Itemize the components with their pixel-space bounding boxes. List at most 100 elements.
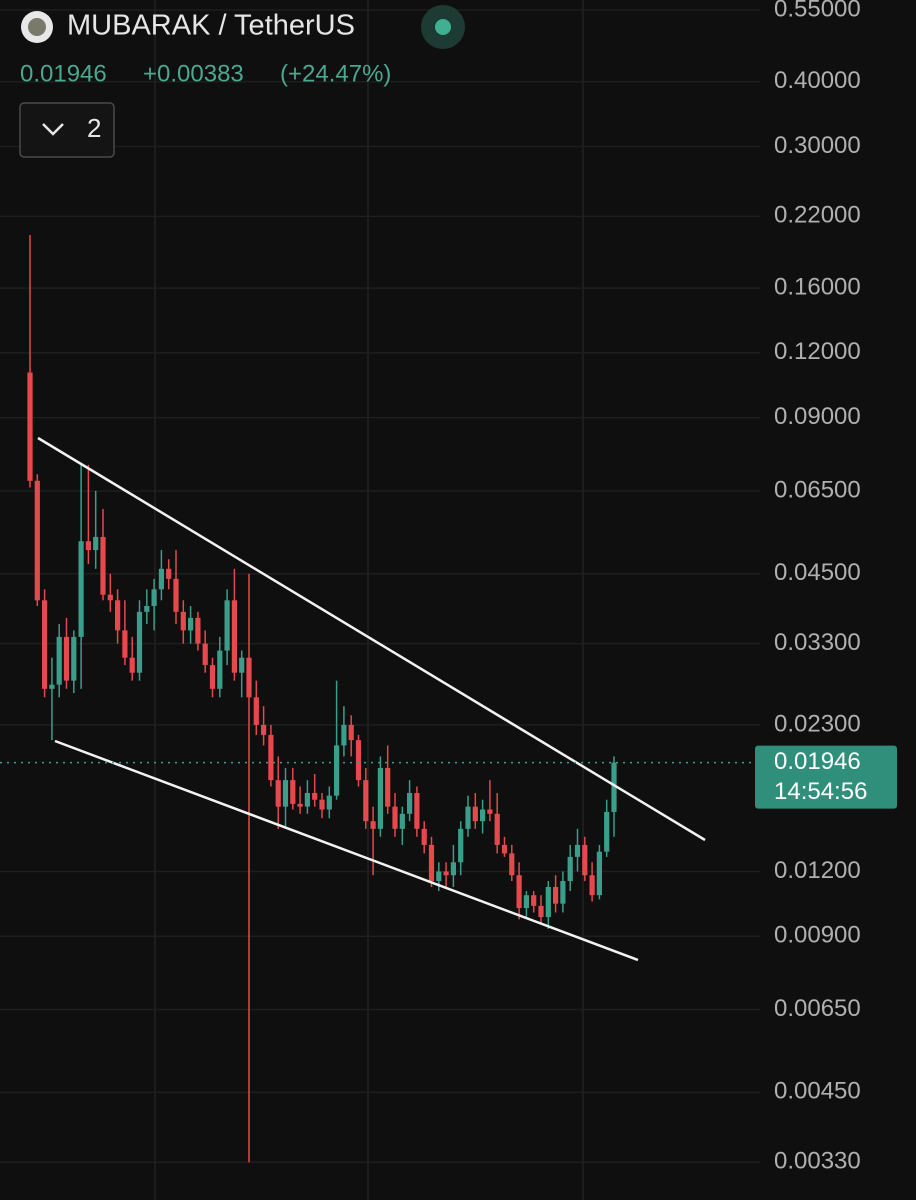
candle-body (516, 875, 522, 909)
candle-body (531, 895, 537, 906)
candle-body (56, 636, 62, 685)
candle-body (553, 886, 559, 904)
candle-body (567, 856, 573, 882)
candle-body (611, 762, 617, 812)
candle-body (275, 780, 281, 807)
y-tick-label: 0.55000 (774, 0, 861, 22)
candle-body (582, 844, 588, 876)
last-price-label: 0.01946 (774, 748, 861, 775)
candle-body (428, 844, 435, 882)
header: MUBARAK / TetherUS 0.01946 +0.00383 (+24… (19, 5, 465, 158)
candle-body (209, 665, 216, 689)
indicator-toggle[interactable]: 2 (19, 102, 115, 158)
candle-body (268, 734, 274, 781)
symbol: MUBARAK / TetherUS (67, 10, 355, 42)
candle-body (27, 372, 33, 481)
candle-body (494, 813, 500, 845)
candle-body (596, 851, 602, 896)
candle-body (421, 828, 427, 845)
candle-body (560, 881, 566, 904)
candle-body (63, 636, 70, 681)
y-tick-label: 0.02300 (774, 710, 861, 737)
y-tick-label: 0.00330 (774, 1148, 861, 1175)
candle-body (166, 568, 172, 579)
candle-body (136, 611, 143, 673)
candle-body (509, 853, 515, 876)
chevron (42, 123, 64, 136)
candle-body (71, 636, 77, 681)
y-tick-label: 0.12000 (774, 338, 861, 365)
last-price-box (755, 745, 897, 809)
candle-body (312, 793, 318, 800)
candle-body (93, 536, 99, 551)
candle-body (100, 536, 106, 595)
candle-body (297, 803, 303, 807)
header-change-pct: (+24.47%) (280, 60, 391, 87)
candle-body (458, 828, 464, 863)
candle-body (195, 617, 201, 644)
candle-body (115, 600, 121, 631)
candle-body (49, 684, 55, 689)
candle-body (472, 806, 478, 822)
candle-body (239, 657, 245, 673)
candle-body (377, 767, 383, 829)
candle-body (545, 886, 551, 918)
candle-body (282, 780, 289, 807)
candle-body (334, 745, 340, 796)
candle-body (144, 606, 150, 612)
candle-body (246, 657, 252, 698)
candle-body (414, 793, 420, 829)
coin-icon-inner (28, 18, 46, 36)
candle-body (392, 806, 398, 829)
countdown: 14:54:56 (774, 778, 867, 805)
candle-body (319, 799, 325, 810)
candle-body (538, 905, 544, 918)
candle-body (180, 611, 186, 631)
candle-body (480, 809, 486, 822)
candle-body (151, 589, 157, 607)
candle-body (42, 600, 48, 689)
candle-body (574, 844, 581, 857)
candle-body (355, 740, 362, 781)
y-tick-label: 0.16000 (774, 273, 861, 300)
trend-line-upper (37, 436, 706, 842)
candle-body (589, 875, 595, 896)
candle-body (407, 793, 413, 814)
candle-body (217, 650, 223, 689)
y-tick-label: 0.01200 (774, 857, 861, 884)
candle-body (224, 600, 230, 651)
y-tick-label: 0.00650 (774, 995, 861, 1022)
y-tick-label: 0.00900 (774, 922, 861, 949)
trend-lines (37, 436, 706, 962)
candle-body (436, 871, 442, 882)
candle-body (326, 795, 332, 810)
y-tick-label: 0.03300 (774, 629, 861, 656)
candle-body (202, 643, 208, 666)
y-tick-label: 0.30000 (774, 132, 861, 159)
candle-body (523, 895, 529, 909)
y-tick-label: 0.22000 (774, 202, 861, 229)
candle-body (604, 811, 610, 852)
candle-body (261, 724, 267, 735)
toggle-button[interactable] (19, 102, 115, 158)
header-change: +0.00383 (143, 60, 244, 87)
y-tick-label: 0.06500 (774, 476, 861, 503)
candle-body (487, 809, 493, 814)
candle-body (253, 697, 259, 725)
candle-body (304, 793, 310, 807)
candle-body (290, 780, 296, 804)
candle-body (107, 594, 113, 601)
status-dot (435, 19, 451, 35)
candle-body (173, 578, 179, 612)
candle-body (78, 541, 84, 637)
candle-body (348, 724, 354, 741)
trend-line-lower (54, 739, 639, 962)
y-tick-label: 0.40000 (774, 67, 861, 94)
candle-body (34, 480, 40, 601)
candle-body (122, 630, 128, 658)
candle-body (370, 821, 376, 829)
candle-body (231, 600, 237, 673)
y-tick-label: 0.00450 (774, 1078, 861, 1105)
candle-body (341, 724, 347, 746)
